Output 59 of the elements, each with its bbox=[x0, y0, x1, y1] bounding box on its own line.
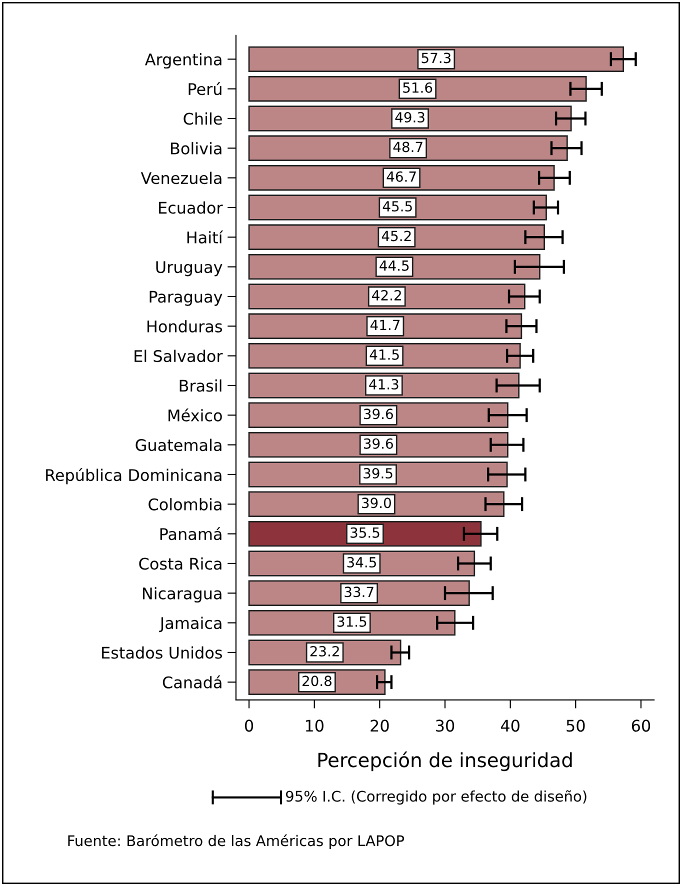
y-tick-label: Uruguay bbox=[156, 261, 222, 276]
data-label: 49.3 bbox=[395, 112, 424, 123]
x-tick-label: 40 bbox=[500, 720, 520, 732]
y-tick-label: Chile bbox=[184, 112, 222, 125]
data-label: 31.5 bbox=[338, 616, 366, 627]
data-label: 41.7 bbox=[370, 320, 400, 330]
x-tick-label: 50 bbox=[566, 720, 585, 732]
y-tick-label: Paraguay bbox=[150, 290, 222, 306]
y-tick-label: Canadá bbox=[162, 675, 222, 688]
bar bbox=[248, 164, 555, 191]
x-tick-label: 0 bbox=[245, 720, 254, 732]
data-label: 39.0 bbox=[362, 498, 391, 508]
y-tick-label: Venezuela bbox=[140, 172, 222, 184]
y-tick-label: Perú bbox=[188, 82, 222, 96]
data-label: 46.7 bbox=[386, 171, 416, 182]
data-label: 39.6 bbox=[364, 438, 393, 449]
y-tick-label: Brasil bbox=[180, 379, 222, 392]
y-tick-label: Colombia bbox=[148, 498, 222, 510]
data-label: 33.7 bbox=[344, 586, 374, 598]
data-label: 35.5 bbox=[350, 527, 380, 538]
y-tick-label: Nicaragua bbox=[142, 587, 222, 603]
bar bbox=[248, 135, 568, 162]
y-tick-label: El Salvador bbox=[134, 350, 223, 362]
y-tick-label: Estados Unidos bbox=[102, 646, 222, 659]
y-tick-label: Panamá bbox=[160, 527, 222, 540]
data-label: 23.2 bbox=[310, 646, 339, 657]
y-tick-label: Ecuador bbox=[159, 201, 223, 214]
x-tick-label: 10 bbox=[306, 720, 324, 732]
data-label: 51.6 bbox=[403, 82, 432, 93]
data-label: 44.5 bbox=[380, 260, 409, 271]
x-tick-label: 30 bbox=[436, 720, 454, 732]
text: 95% I.C. (Corregido por efecto de diseño) bbox=[286, 790, 586, 805]
data-label: 20.8 bbox=[302, 676, 332, 686]
y-tick-label: Bolivia bbox=[171, 142, 222, 154]
x-tick-label: 60 bbox=[632, 720, 650, 732]
source-note: Fuente: Barómetro de las Américas por LAPOP bbox=[68, 834, 404, 850]
data-label: 45.2 bbox=[382, 230, 411, 242]
y-tick-label: Honduras bbox=[148, 320, 222, 332]
y-tick-label: Guatemala bbox=[136, 438, 222, 452]
x-tick-label: 20 bbox=[370, 720, 389, 732]
y-tick-label: Jamaica bbox=[159, 616, 222, 632]
data-label: 34.5 bbox=[347, 557, 376, 568]
y-tick-label: México bbox=[168, 408, 222, 422]
y-tick-label: Haití bbox=[187, 230, 224, 244]
y-tick-label: Argentina bbox=[144, 53, 222, 69]
data-label: 39.5 bbox=[364, 468, 392, 479]
data-label: 42.2 bbox=[372, 290, 401, 300]
data-label: 41.5 bbox=[370, 350, 399, 360]
data-label: 48.7 bbox=[393, 142, 422, 152]
data-label: 39.6 bbox=[364, 408, 393, 420]
x-axis-title: Percepción de inseguridad bbox=[318, 752, 572, 772]
bar bbox=[248, 46, 624, 72]
data-label: 57.3 bbox=[422, 52, 451, 64]
bar bbox=[248, 106, 572, 132]
bar bbox=[248, 76, 587, 102]
y-tick-label: Costa Rica bbox=[139, 557, 222, 570]
data-label: 45.5 bbox=[382, 201, 412, 212]
y-tick-label: República Dominicana bbox=[46, 468, 222, 484]
data-label: 41.3 bbox=[369, 379, 398, 390]
